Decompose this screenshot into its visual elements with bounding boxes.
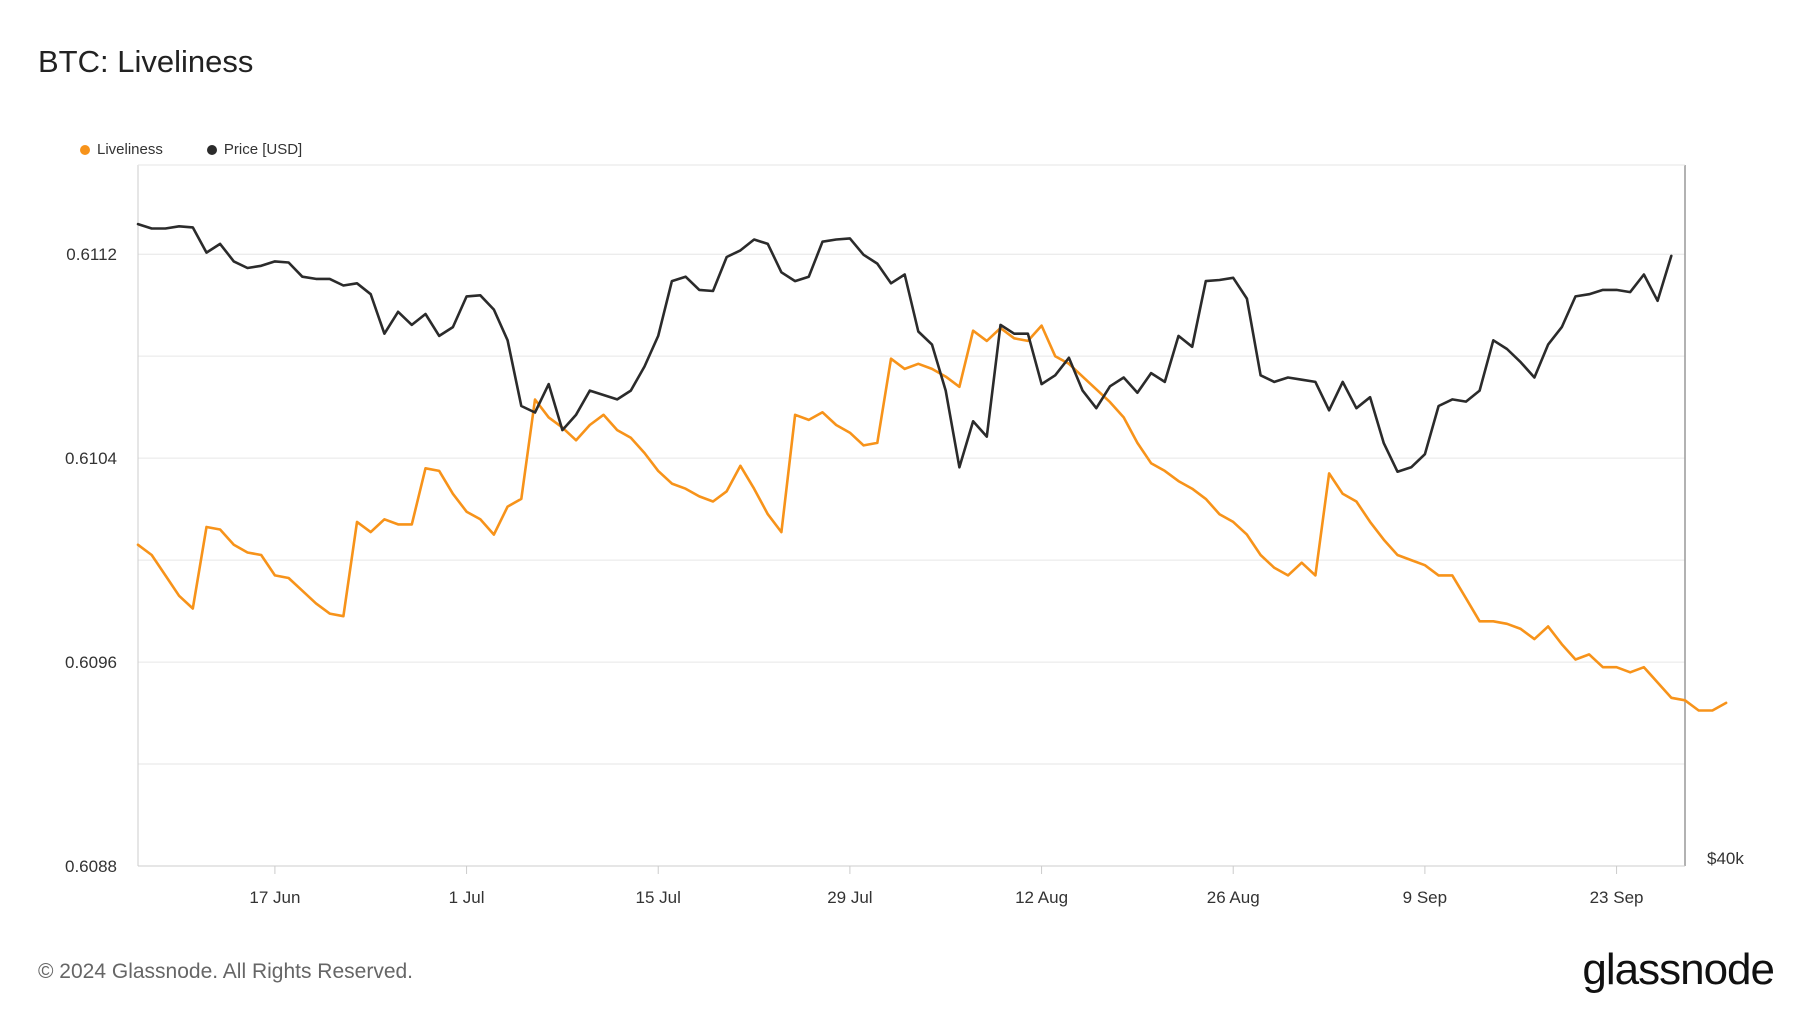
x-tick-label: 15 Jul <box>636 888 681 907</box>
y-tick-label-right: $40k <box>1707 849 1744 868</box>
legend-item-liveliness[interactable]: Liveliness <box>80 141 163 158</box>
y-tick-label: 0.6096 <box>65 653 117 672</box>
legend-item-price[interactable]: Price [USD] <box>206 141 303 158</box>
y-tick-label: 0.6088 <box>65 857 117 876</box>
x-tick-label: 12 Aug <box>1015 888 1068 907</box>
x-tick-label: 29 Jul <box>827 888 872 907</box>
x-tick-label: 9 Sep <box>1403 888 1447 907</box>
price-line <box>136 222 1673 474</box>
y-tick-label: 0.6104 <box>65 449 117 468</box>
price-legend-dot <box>206 144 217 155</box>
glassnode-logo: glassnode <box>1582 945 1775 994</box>
legend-label-liveliness: Liveliness <box>97 141 163 158</box>
liveliness-legend-dot <box>80 144 90 155</box>
x-tick-label: 26 Aug <box>1207 888 1260 907</box>
x-tick-label: 17 Jun <box>249 888 300 907</box>
chart-legend: Liveliness Price [USD] <box>80 141 346 158</box>
y-tick-label: 0.6112 <box>66 245 117 264</box>
x-tick-label: 1 Jul <box>449 888 485 907</box>
legend-label-price: Price [USD] <box>223 141 303 158</box>
x-tick-label: 23 Sep <box>1590 888 1644 907</box>
copyright-text: © 2024 Glassnode. All Rights Reserved. <box>38 960 414 983</box>
liveliness-line <box>136 324 1728 712</box>
chart-title: BTC: Liveliness <box>38 44 254 79</box>
